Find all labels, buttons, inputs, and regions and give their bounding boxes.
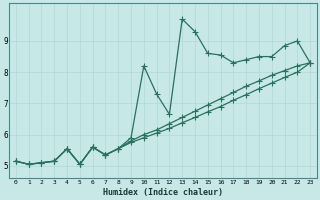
X-axis label: Humidex (Indice chaleur): Humidex (Indice chaleur) xyxy=(103,188,223,197)
